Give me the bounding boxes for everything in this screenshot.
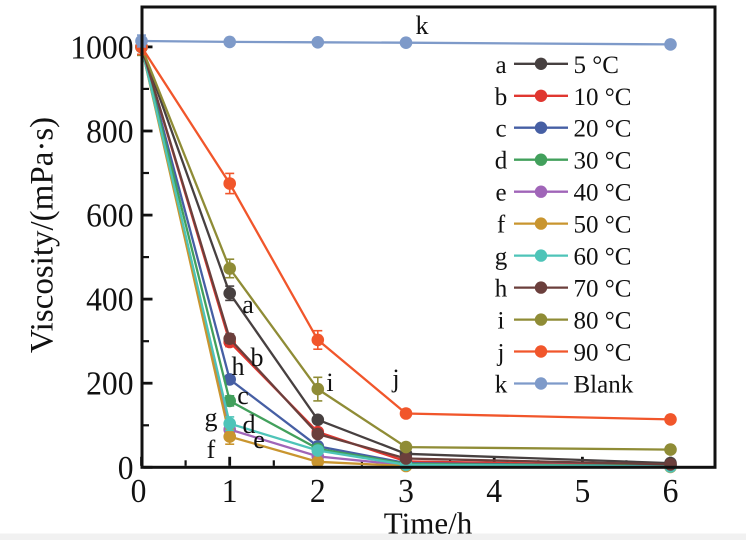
svg-text:Time/h: Time/h <box>384 506 473 540</box>
svg-text:200: 200 <box>86 366 133 403</box>
svg-text:600: 600 <box>86 198 133 235</box>
svg-text:80 °C: 80 °C <box>574 308 632 335</box>
svg-text:6: 6 <box>663 473 679 510</box>
svg-text:c: c <box>237 381 249 410</box>
svg-text:i: i <box>326 368 333 397</box>
svg-text:j: j <box>391 364 399 393</box>
svg-text:2: 2 <box>310 473 326 510</box>
svg-text:4: 4 <box>486 473 502 510</box>
svg-text:d: d <box>243 410 256 439</box>
svg-text:5: 5 <box>575 473 591 510</box>
svg-text:70 °C: 70 °C <box>574 276 632 303</box>
svg-text:800: 800 <box>86 114 133 151</box>
svg-text:30 °C: 30 °C <box>574 148 632 175</box>
svg-text:g: g <box>495 244 508 271</box>
svg-text:3: 3 <box>398 473 414 510</box>
svg-text:10 °C: 10 °C <box>574 84 632 111</box>
svg-text:Viscosity/(mPa·s): Viscosity/(mPa·s) <box>25 117 61 353</box>
svg-text:i: i <box>498 308 505 335</box>
svg-text:1000: 1000 <box>70 29 133 66</box>
svg-text:60 °C: 60 °C <box>574 244 632 271</box>
svg-text:c: c <box>495 116 506 143</box>
svg-text:b: b <box>251 343 264 372</box>
svg-text:f: f <box>497 212 506 239</box>
svg-text:a: a <box>495 52 506 79</box>
svg-text:e: e <box>495 180 506 207</box>
svg-text:40 °C: 40 °C <box>574 180 632 207</box>
svg-text:0: 0 <box>131 473 147 510</box>
svg-text:0: 0 <box>118 450 134 487</box>
svg-text:j: j <box>497 340 505 367</box>
svg-text:90 °C: 90 °C <box>574 340 632 367</box>
svg-text:Blank: Blank <box>574 372 634 399</box>
svg-text:400: 400 <box>86 282 133 319</box>
svg-text:1: 1 <box>222 473 238 510</box>
svg-text:20 °C: 20 °C <box>574 116 632 143</box>
svg-text:b: b <box>495 84 508 111</box>
svg-text:e: e <box>253 425 265 454</box>
svg-text:h: h <box>232 352 245 381</box>
svg-text:k: k <box>495 372 508 399</box>
svg-text:f: f <box>207 435 216 464</box>
svg-text:a: a <box>242 290 254 319</box>
svg-text:g: g <box>205 403 218 432</box>
svg-text:5 °C: 5 °C <box>574 52 619 79</box>
svg-text:50 °C: 50 °C <box>574 212 632 239</box>
svg-text:h: h <box>495 276 508 303</box>
svg-text:k: k <box>416 11 429 40</box>
svg-text:d: d <box>495 148 508 175</box>
